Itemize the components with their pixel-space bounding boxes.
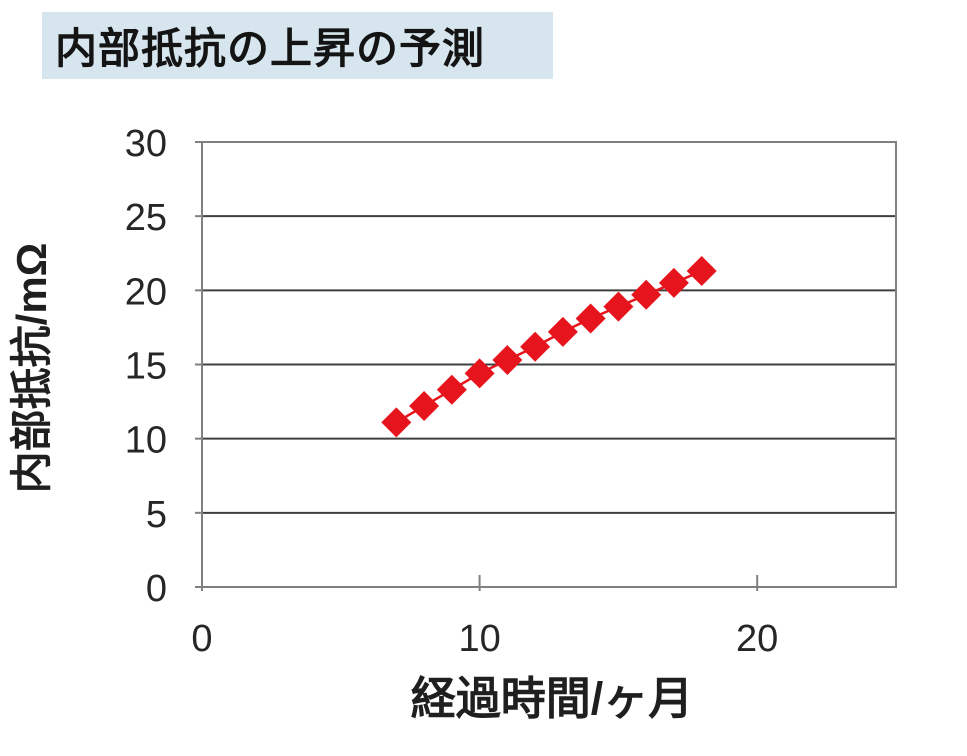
y-tick-label: 30: [125, 123, 167, 165]
data-point-marker: [575, 303, 606, 334]
y-tick-label: 5: [146, 494, 167, 536]
y-tick-label: 25: [125, 197, 167, 239]
data-point-marker: [409, 391, 440, 422]
y-axis-title: 内部抵抗/mΩ: [8, 243, 55, 494]
data-point-marker: [658, 267, 689, 298]
x-tick-label: 10: [458, 618, 500, 660]
y-tick-label: 10: [125, 420, 167, 462]
y-tick-label: 20: [125, 271, 167, 313]
data-point-marker: [464, 358, 495, 389]
y-tick-label: 15: [125, 346, 167, 388]
x-tick-label: 0: [191, 618, 212, 660]
data-point-marker: [603, 291, 634, 322]
data-point-marker: [631, 279, 662, 310]
data-point-marker: [381, 407, 412, 438]
data-point-marker: [686, 256, 717, 287]
y-tick-label: 0: [146, 568, 167, 610]
slide-title-box: 内部抵抗の上昇の予測: [42, 12, 553, 79]
x-tick-label: 20: [736, 618, 778, 660]
x-axis-title: 経過時間/ヶ月: [411, 673, 694, 724]
data-point-marker: [520, 331, 551, 362]
data-point-marker: [547, 316, 578, 347]
data-point-marker: [436, 374, 467, 405]
slide-title-text: 内部抵抗の上昇の予測: [55, 25, 486, 72]
data-point-marker: [492, 345, 523, 376]
